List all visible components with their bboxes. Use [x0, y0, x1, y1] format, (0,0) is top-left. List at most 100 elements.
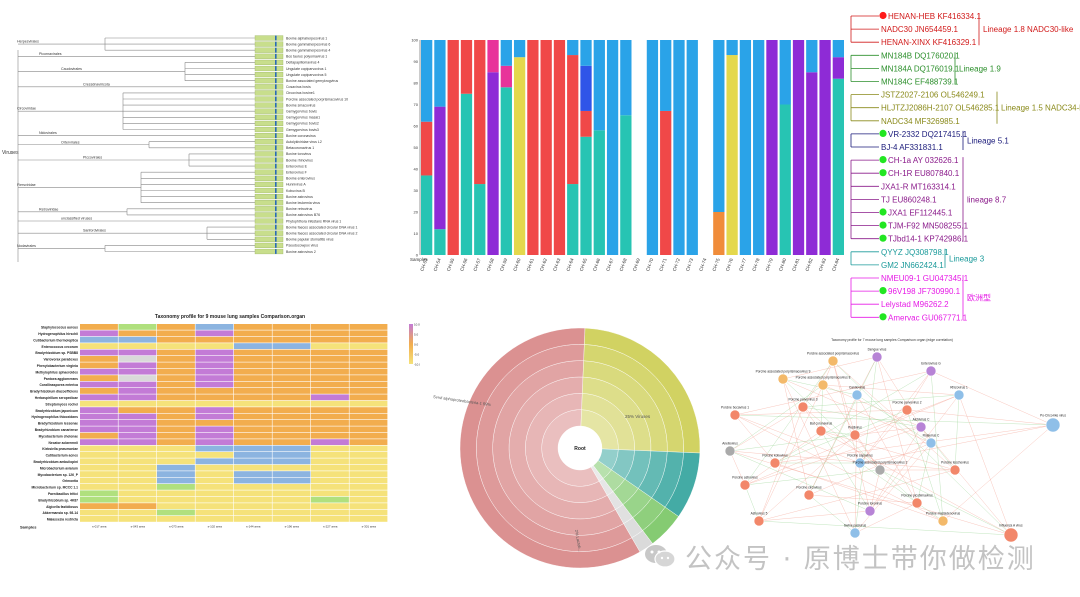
heatmap-cell [157, 407, 195, 413]
network-node-label: Swine pasivirus [844, 524, 867, 528]
network-edge [954, 394, 960, 471]
network-node-label: Porcine mastadenovirus [926, 512, 961, 516]
heatmap-cell [234, 362, 272, 369]
network-edge [758, 469, 956, 522]
tree-leaf-label: Bovine smacovirus [286, 103, 316, 107]
network-edge [879, 469, 1012, 536]
bar-segment [726, 55, 738, 255]
network-node-label: Po-Circo-like virus [1040, 414, 1066, 418]
tree-leaf-label: Enterovirus E [286, 164, 308, 168]
lineage-legend: HENAN-HEB KF416334.1 NADC30 JN654459.1 HEN… [850, 11, 1080, 322]
heatmap-cell [311, 484, 349, 490]
network-node [849, 527, 861, 539]
tree-leaf-bar [254, 157, 284, 163]
heatmap-cell [272, 420, 311, 426]
heatmap-cell [349, 381, 388, 388]
heatmap-column-label: s-196 area [285, 524, 300, 528]
heatmap-cell [157, 381, 195, 388]
bar-category-label: CH-67 [605, 257, 614, 272]
heatmap-cell [349, 400, 388, 407]
heatmap-row-label: Grimontia [62, 479, 78, 483]
network-node [1003, 527, 1019, 543]
network-edge [758, 384, 824, 522]
tree-leaf-label: Bovine retrovirus [286, 207, 313, 211]
heatmap-cell [157, 343, 195, 349]
network-edge [942, 424, 1054, 522]
legend-item-label: JXA1-R MT163314.1 [881, 182, 956, 191]
heatmap-cell [311, 336, 349, 343]
bar-segment [660, 110, 672, 255]
heatmap-colorbar-tick: -5.0 [414, 353, 420, 357]
heatmap-cell [349, 336, 388, 343]
tree-branch-label: Nodavirales [17, 244, 36, 248]
network-node [777, 373, 789, 385]
heatmap-cell [80, 490, 118, 497]
tree-branch-label: Piccovirales [83, 156, 102, 160]
heatmap-cell [234, 368, 272, 375]
tree-leaf-label: Bovine astrovirus B76 [286, 213, 320, 217]
heatmap-cell [311, 439, 349, 445]
bar-category-label: CH-81 [791, 257, 800, 272]
legend-group-label: Lineage 3 [949, 254, 985, 263]
bar-category-label: CH-74 [698, 257, 707, 272]
heatmap-cell [311, 349, 349, 356]
bar-segment [434, 40, 446, 107]
network-node [803, 489, 815, 501]
heatmap-cell [311, 420, 349, 426]
heatmap-cell [272, 496, 311, 503]
bar-category-label: CH-55 [446, 257, 455, 272]
heatmap-cell [80, 420, 118, 426]
legend-item-label: HENAN-XINX KF416329.1 [881, 38, 977, 47]
heatmap-cell [118, 375, 157, 381]
network-node [797, 401, 809, 413]
heatmap-cell [272, 324, 311, 330]
heatmap-cell [195, 490, 234, 497]
bar-segment [500, 87, 512, 255]
bar-segment [447, 40, 459, 255]
heatmap-cell [234, 490, 272, 497]
heatmap-row-label: Microbacterium aviarum [40, 466, 78, 470]
watermark: 公众号 · 原博士带你做检测 [643, 536, 1073, 576]
bar-category-label: CH-59 [499, 257, 508, 272]
heatmap-cell [234, 324, 272, 330]
heatmap-row-label: Cutibacterium acnes [46, 454, 79, 458]
heatmap-cell [272, 471, 311, 477]
legend-item-label: GM2 JN662424.1 [881, 261, 944, 270]
tree-leaf-marker [275, 157, 277, 163]
heatmap-cell [157, 471, 195, 477]
heatmap-cell [349, 388, 388, 394]
heatmap-cell [234, 471, 272, 477]
network-edge [774, 462, 944, 522]
heatmap-cell [80, 445, 118, 452]
heatmap-cell [311, 432, 349, 439]
bar-segment [660, 40, 672, 111]
heatmap-row-label: Hydrogenophilus hirschii [38, 332, 78, 336]
heatmap-cell [157, 368, 195, 375]
heatmap-cell [234, 509, 272, 516]
tree-leaf-bar [254, 114, 284, 120]
heatmap-cell [195, 375, 234, 381]
network-edge [832, 360, 856, 436]
tree-leaf-label: Bovine associated gemykrogvirus [286, 79, 338, 83]
heatmap-cell [234, 388, 272, 394]
tree-leaf-marker [275, 41, 277, 47]
heatmap-cell [311, 426, 349, 433]
heatmap-cell [272, 343, 311, 349]
network-node-label: Bat coronavirus [810, 422, 833, 426]
tree-leaf-bar [254, 90, 284, 96]
heatmap-cell [234, 503, 272, 509]
heatmap-column-label: s-017 area [92, 524, 107, 528]
legend-item-label: 96V198 JF730990.1 [888, 287, 961, 296]
heatmap-cell [349, 407, 388, 413]
bar-category-label: CH-61 [526, 257, 535, 272]
heatmap-cell [80, 503, 118, 509]
network-edge [820, 430, 856, 436]
network-node-label: Influenza A virus [999, 524, 1023, 528]
heatmap-cell [80, 330, 118, 337]
network-edge [854, 442, 932, 534]
bar-segment [593, 130, 605, 255]
network-node-label: Porcine bocavirus 1 [721, 406, 749, 410]
network-edge [859, 370, 932, 464]
tree-leaf-marker [275, 108, 277, 114]
taxonomy-heatmap: Taxonomy profile for 9 mouse lung sample… [20, 314, 420, 529]
